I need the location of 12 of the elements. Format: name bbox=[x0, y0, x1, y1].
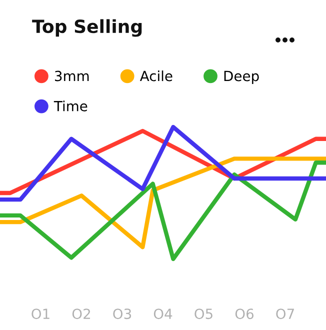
x-tick-label: O7 bbox=[276, 308, 294, 320]
chart-title: Top Selling bbox=[32, 19, 142, 37]
legend-label: Time bbox=[54, 100, 88, 112]
legend-label: Acile bbox=[140, 70, 172, 82]
x-tick-label: O1 bbox=[32, 308, 50, 320]
legend-label: Deep bbox=[224, 70, 259, 84]
x-tick-label: O4 bbox=[154, 308, 172, 320]
legend-label: 3mm bbox=[55, 70, 89, 82]
x-tick-label: O2 bbox=[72, 308, 90, 320]
x-tick-label: O5 bbox=[194, 308, 212, 320]
x-tick-label: O3 bbox=[113, 308, 132, 320]
x-tick-label: O6 bbox=[235, 308, 254, 320]
